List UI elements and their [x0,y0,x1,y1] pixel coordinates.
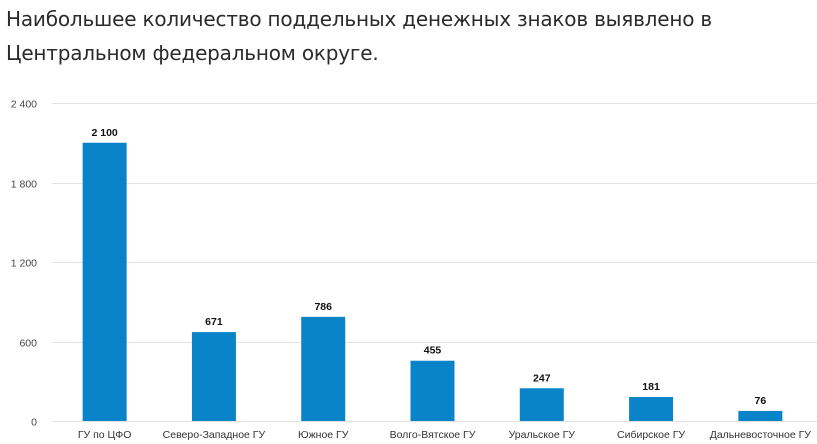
y-tick-label: 1 800 [11,179,37,191]
data-label: 181 [642,381,660,393]
gridlines [52,103,817,422]
bar [629,397,674,421]
x-tick-label: Южное ГУ [298,429,349,441]
bar [519,388,564,421]
data-label: 2 100 [92,127,118,139]
data-labels: 2 100 671 786 455 247 181 76 [92,127,767,407]
x-tick-label: Дальневосточное ГУ [710,429,812,441]
y-axis-labels: 0 600 1 200 1 800 2 400 [11,99,37,429]
data-label: 671 [205,316,223,328]
bars [82,142,783,421]
bar [410,360,455,421]
x-tick-label: Северо-Западное ГУ [163,429,266,441]
x-axis-labels: ГУ по ЦФО Северо-Западное ГУ Южное ГУ Волго… [78,429,811,441]
y-tick-label: 0 [31,417,37,429]
x-tick-label: Сибирское ГУ [617,429,685,441]
bar [191,332,236,421]
bar [301,316,346,421]
data-label: 76 [755,395,767,407]
x-tick-label: ГУ по ЦФО [78,429,132,441]
data-label: 786 [314,301,332,313]
data-label: 247 [533,372,551,384]
y-tick-label: 600 [19,338,37,350]
data-label: 455 [424,345,442,357]
chart-title: Наибольшее количество поддельных денежны… [6,7,713,65]
x-tick-label: Волго-Вятское ГУ [390,429,476,441]
y-tick-label: 2 400 [11,99,37,111]
x-tick-label: Уральское ГУ [509,429,576,441]
y-tick-label: 1 200 [11,258,37,270]
bar [82,142,127,421]
bar [738,410,783,421]
